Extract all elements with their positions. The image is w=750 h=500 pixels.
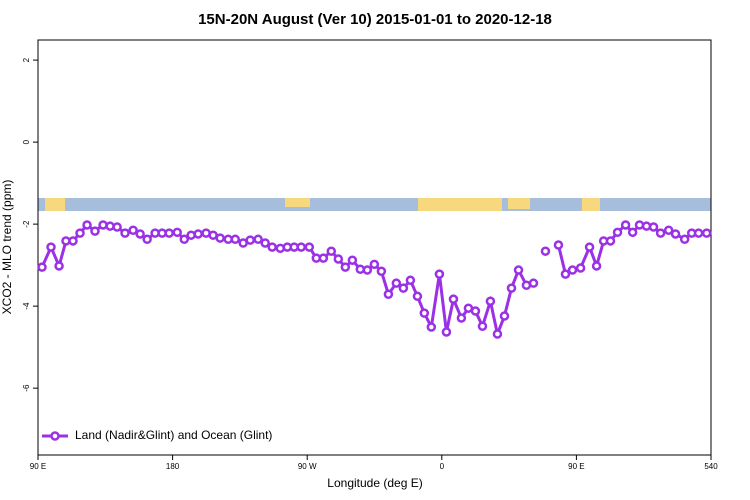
- y-tick-label: -4: [22, 302, 31, 310]
- data-point: [693, 228, 704, 238]
- legend-marker: [50, 431, 60, 441]
- data-point: [326, 246, 337, 256]
- data-point: [434, 269, 445, 279]
- data-point: [419, 308, 430, 318]
- data-point: [333, 254, 344, 264]
- data-point: [648, 222, 659, 232]
- data-point: [575, 263, 586, 273]
- data-point: [164, 228, 174, 238]
- data-point: [553, 240, 564, 250]
- data-point: [318, 253, 329, 263]
- legend-label: Land (Nadir&Glint) and Ocean (Glint): [75, 428, 272, 442]
- data-point: [120, 228, 130, 238]
- data-point: [506, 283, 517, 293]
- data-point: [135, 229, 145, 239]
- data-point: [347, 255, 358, 265]
- data-point: [253, 234, 263, 245]
- data-point: [112, 222, 122, 232]
- data-point: [499, 311, 510, 321]
- data-point: [37, 262, 47, 272]
- data-point: [540, 246, 551, 256]
- data-point: [179, 234, 190, 245]
- chart-title: 15N-20N August (Ver 10) 2015-01-01 to 20…: [198, 11, 552, 28]
- y-tick-label: -6: [22, 384, 31, 392]
- data-point: [663, 225, 674, 236]
- x-tick-label: 90 W: [298, 462, 317, 471]
- data-point: [362, 265, 373, 275]
- data-point: [391, 278, 402, 288]
- data-point: [513, 265, 524, 275]
- data-point: [296, 242, 306, 252]
- data-point: [701, 228, 712, 238]
- data-point: [492, 329, 503, 339]
- data-point: [172, 227, 182, 238]
- x-tick-label: 180: [166, 462, 180, 471]
- data-point: [230, 234, 241, 245]
- data-point: [627, 227, 638, 238]
- data-point: [369, 259, 380, 270]
- data-point: [215, 233, 225, 243]
- data-point: [82, 220, 92, 230]
- data-point: [46, 242, 56, 252]
- data-point: [456, 313, 467, 323]
- x-tick-label: 540: [704, 462, 718, 471]
- data-point: [470, 306, 481, 316]
- data-point: [383, 289, 394, 299]
- data-point: [267, 242, 277, 252]
- data-point: [670, 229, 681, 239]
- x-axis-label: Longitude (deg E): [327, 476, 422, 490]
- y-tick-label: 2: [22, 57, 31, 62]
- x-tick-label: 90 E: [568, 462, 584, 471]
- data-point: [68, 236, 78, 246]
- data-point: [260, 238, 270, 248]
- x-tick-label: 90 E: [30, 462, 46, 471]
- data-point: [655, 228, 666, 238]
- data-point: [75, 228, 85, 238]
- data-point: [398, 283, 409, 293]
- map-strip: [38, 198, 711, 211]
- data-point: [376, 266, 387, 277]
- data-point: [340, 262, 351, 272]
- data-point: [412, 291, 423, 302]
- data-point: [567, 265, 578, 275]
- data-point: [90, 226, 100, 236]
- data-point: [448, 294, 459, 304]
- data-point: [426, 322, 437, 332]
- data-point: [620, 220, 631, 230]
- data-point: [679, 234, 690, 245]
- data-point: [528, 278, 539, 288]
- x-tick-label: 0: [440, 462, 445, 471]
- data-point: [128, 225, 138, 236]
- data-point: [193, 229, 203, 239]
- y-tick-label: -2: [22, 220, 31, 228]
- plot-frame: [37, 39, 712, 456]
- data-point: [54, 261, 64, 271]
- data-point: [485, 296, 496, 306]
- data-point: [304, 242, 315, 252]
- y-tick-label: 0: [22, 139, 31, 144]
- data-point: [245, 235, 255, 245]
- data-point: [142, 234, 152, 245]
- data-point: [612, 227, 623, 238]
- data-point: [560, 269, 571, 279]
- data-point: [605, 236, 616, 246]
- data-point: [441, 327, 452, 337]
- data-point: [405, 275, 416, 286]
- data-point: [584, 242, 595, 252]
- data-point: [591, 261, 602, 271]
- data-point: [477, 321, 488, 331]
- y-axis-label: XCO2 - MLO trend (ppm): [0, 180, 14, 315]
